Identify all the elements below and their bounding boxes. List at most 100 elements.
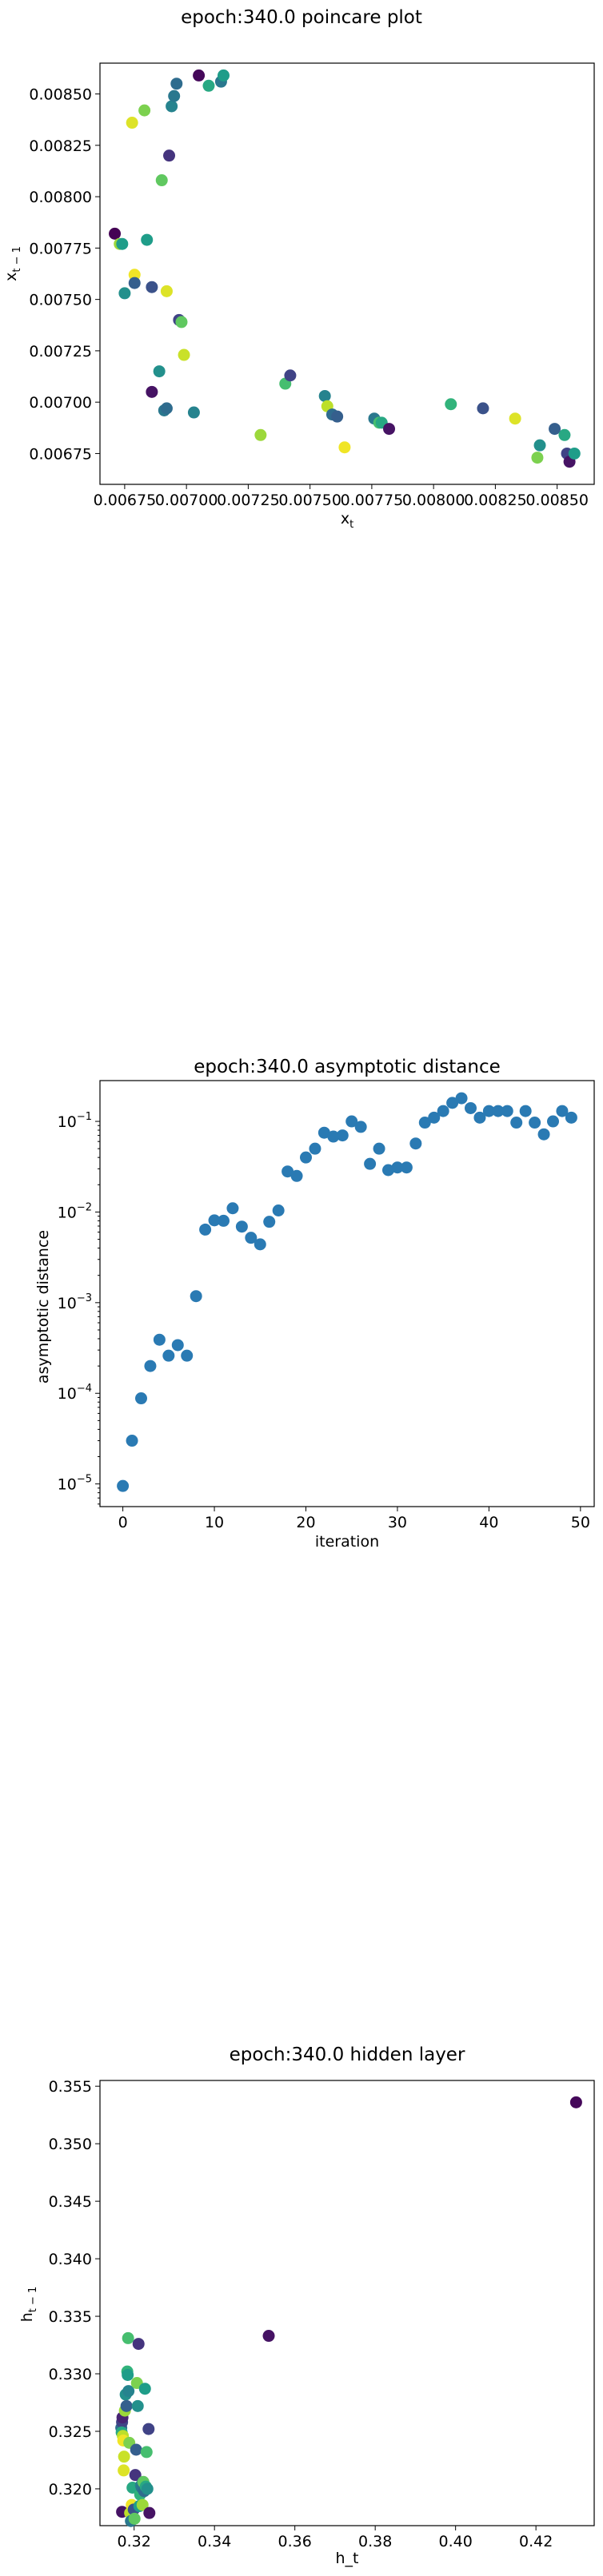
asymptotic-distance-point — [235, 1220, 248, 1233]
poincare-plot-point — [153, 365, 166, 378]
asymptotic-distance-point — [455, 1092, 468, 1105]
hidden-layer-ytick-label: 0.345 — [49, 2193, 92, 2211]
asymptotic-distance-point — [317, 1126, 330, 1139]
poincare-plot-point — [509, 412, 521, 425]
poincare-plot-point — [558, 428, 571, 441]
poincare-plot-point — [331, 410, 344, 423]
asymptotic-distance-point — [391, 1161, 404, 1174]
poincare-plot-frame — [99, 62, 595, 485]
asymptotic-distance-point — [181, 1349, 194, 1362]
poincare-plot-point — [141, 233, 154, 246]
poincare-plot-ytick-label: 0.00800 — [29, 189, 92, 206]
poincare-plot-xtick-label: 0.00800 — [402, 492, 465, 509]
asymptotic-distance-point — [510, 1117, 523, 1129]
hidden-layer-ytick-label: 0.340 — [49, 2251, 92, 2268]
poincare-plot-point — [118, 287, 131, 300]
poincare-plot-xtick-label: 0.00775 — [341, 492, 404, 509]
hidden-layer-point — [128, 2512, 141, 2525]
poincare-plot-point — [178, 348, 190, 361]
hidden-layer-xtick-label: 0.40 — [439, 2533, 473, 2550]
poincare-plot-title: epoch:340.0 poincare plot — [181, 7, 422, 28]
asymptotic-distance-point — [565, 1111, 577, 1124]
poincare-plot-point — [146, 385, 158, 398]
asymptotic-distance-point — [547, 1115, 559, 1128]
poincare-plot-point — [175, 316, 188, 328]
hidden-layer-point — [142, 2423, 155, 2435]
poincare-plot-xtick-label: 0.00725 — [217, 492, 280, 509]
asymptotic-distance-point — [327, 1130, 340, 1143]
poincare-plot-point — [126, 117, 138, 129]
asymptotic-distance-point — [482, 1105, 495, 1117]
hidden-layer-xtick-label: 0.34 — [198, 2533, 231, 2550]
poincare-plot-point — [284, 369, 297, 382]
poincare-plot-point — [533, 439, 546, 452]
hidden-layer-ytick-label: 0.335 — [49, 2308, 92, 2326]
asymptotic-distance-point — [501, 1105, 513, 1117]
asymptotic-distance-point — [218, 1214, 230, 1227]
poincare-plot-point — [128, 277, 141, 289]
hidden-layer-point — [143, 2506, 156, 2519]
asymptotic-distance-point — [364, 1157, 377, 1170]
hidden-layer-point — [122, 2331, 134, 2344]
asymptotic-distance-point — [529, 1117, 541, 1129]
asymptotic-distance-xlabel: iteration — [315, 1533, 379, 1551]
poincare-plot-point — [109, 227, 122, 240]
poincare-plot-ytick-label: 0.00750 — [29, 292, 92, 309]
asymptotic-distance-xtick-label: 20 — [296, 1514, 315, 1531]
hidden-layer-point — [118, 2451, 130, 2463]
hidden-layer-xtick-label: 0.38 — [358, 2533, 392, 2550]
hidden-layer-frame — [99, 2080, 595, 2526]
poincare-plot-ytick-label: 0.00675 — [29, 445, 92, 463]
asymptotic-distance-point — [465, 1101, 477, 1114]
asymptotic-distance-ytick-label: 10−4 — [58, 1383, 92, 1403]
poincare-plot-point — [170, 78, 183, 90]
poincare-plot-point — [202, 79, 215, 92]
poincare-plot-point — [168, 90, 181, 102]
hidden-layer-point — [140, 2446, 153, 2459]
asymptotic-distance-point — [263, 1216, 276, 1228]
asymptotic-distance-point — [537, 1128, 550, 1141]
hidden-layer-chart: epoch:340.0 hidden layer 0.32 0.34 0.36 0.3… — [18, 2044, 595, 2567]
poincare-plot-ytick-label: 0.00825 — [29, 137, 92, 155]
hidden-layer-axes: 0.32 0.34 0.36 0.38 0.40 0.42 0.320 0.325 0.330 0… — [49, 2078, 595, 2550]
poincare-plot-axes: 0.006750.007000.007250.007500.007750.008… — [29, 62, 595, 509]
asymptotic-distance-ytick-label: 10−3 — [58, 1292, 92, 1312]
asymptotic-distance-xtick-label: 30 — [388, 1514, 407, 1531]
asymptotic-distance-xtick-label: 10 — [205, 1514, 224, 1531]
hidden-layer-ytick-label: 0.320 — [49, 2481, 92, 2498]
hidden-layer-point — [129, 2469, 142, 2482]
asymptotic-distance-point — [336, 1129, 349, 1142]
asymptotic-distance-ytick-label: 10−1 — [58, 1111, 92, 1131]
hidden-layer-xtick-label: 0.32 — [118, 2533, 151, 2550]
poincare-plot-xtick-label: 0.00825 — [464, 492, 527, 509]
asymptotic-distance-xtick-label: 40 — [479, 1514, 498, 1531]
hidden-layer-point — [262, 2330, 275, 2343]
asymptotic-distance-point — [153, 1333, 166, 1346]
poincare-plot-point — [254, 428, 267, 441]
hidden-layer-title: epoch:340.0 hidden layer — [230, 2044, 465, 2065]
hidden-layer-xtick-label: 0.42 — [519, 2533, 553, 2550]
poincare-plot-xtick-label: 0.00675 — [94, 492, 157, 509]
asymptotic-distance-point — [492, 1105, 505, 1117]
hidden-layer-xtick-label: 0.36 — [278, 2533, 312, 2550]
poincare-plot-point — [155, 174, 168, 187]
hidden-layer-point — [132, 2338, 145, 2351]
poincare-plot-point — [163, 149, 176, 162]
poincare-plot-point — [568, 447, 581, 460]
asymptotic-distance-point — [208, 1214, 221, 1227]
asymptotic-distance-point — [245, 1232, 258, 1244]
asymptotic-distance-point — [418, 1117, 431, 1129]
asymptotic-distance-point — [272, 1204, 285, 1217]
poincare-plot-point — [128, 269, 141, 281]
poincare-plot-point — [193, 69, 206, 82]
asymptotic-distance-ylabel: asymptotic distance — [34, 1230, 52, 1384]
asymptotic-distance-point — [300, 1151, 312, 1164]
asymptotic-distance-chart: epoch:340.0 asymptotic distance 0 10 20 30 4… — [34, 1057, 595, 1551]
hidden-layer-points — [115, 2096, 582, 2527]
asymptotic-distance-point — [354, 1121, 367, 1133]
hidden-layer-ytick-label: 0.355 — [49, 2078, 92, 2096]
poincare-plot-point — [318, 389, 331, 402]
hidden-layer-point — [136, 2498, 149, 2511]
asymptotic-distance-point — [446, 1097, 459, 1109]
